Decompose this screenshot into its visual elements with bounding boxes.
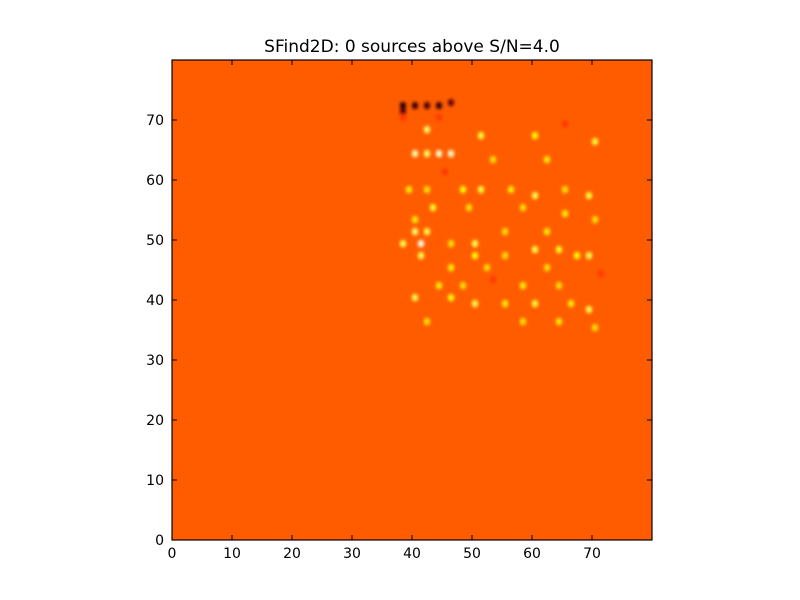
y-tick-label: 50 [146,233,164,249]
chart-title: SFind2D: 0 sources above S/N=4.0 [264,37,560,57]
x-tick-label: 10 [223,546,241,562]
heatmap-spot [436,102,442,110]
y-tick-label: 30 [146,353,164,369]
heatmap-spot [448,99,454,107]
y-axis: 0 10 20 30 40 50 60 70 [146,113,652,549]
heatmap-spot [472,240,478,248]
heatmap-spot [412,294,418,302]
heatmap-spot [532,300,538,308]
y-tick-label: 10 [146,473,164,489]
heatmap-spot [460,282,466,290]
heatmap-spot [412,228,418,236]
heatmap-spot [568,300,574,308]
heatmap-spot [562,120,568,128]
heatmap-spot [544,264,550,272]
heatmap-spot [400,108,406,116]
heatmap-spot [592,216,598,224]
heatmap-spot [490,156,496,164]
x-axis: 0 10 20 30 40 50 60 70 [168,60,601,562]
x-tick-label: 0 [168,546,177,562]
heatmap-spot [466,204,472,212]
heatmap-spot [478,186,484,194]
heatmap-spot [406,186,412,194]
heatmap-spot [418,252,424,260]
heatmap-spot [586,252,592,260]
heatmap-spot [448,150,454,158]
y-tick-label: 70 [146,113,164,129]
y-tick-label: 40 [146,293,164,309]
heatmap-spot [586,306,592,314]
heatmap-spots [400,99,604,332]
x-tick-label: 50 [463,546,481,562]
heatmap-spot [400,114,406,122]
heatmap-spot [424,114,430,122]
heatmap-spot [448,240,454,248]
heatmap-spot [562,210,568,218]
heatmap-spot [592,324,598,332]
y-tick-label: 0 [155,533,164,549]
heatmap-spot [598,270,604,278]
heatmap-spot [502,300,508,308]
heatmap-spot [400,102,406,110]
heatmap-spot [592,138,598,146]
x-tick-label: 70 [583,546,601,562]
heatmap-spot [472,252,478,260]
heatmap-spot [490,276,496,284]
y-tick-label: 60 [146,173,164,189]
heatmap-spot [586,192,592,200]
heatmap-background [172,60,652,540]
heatmap-spot [460,186,466,194]
heatmap-spot [544,228,550,236]
heatmap-spot [412,102,418,110]
heatmap-spot [448,294,454,302]
heatmap-spot [412,216,418,224]
heatmap-spot [532,132,538,140]
y-tick-label: 20 [146,413,164,429]
heatmap-spot [574,252,580,260]
heatmap-spot [508,186,514,194]
heatmap-spot [520,318,526,326]
heatmap-spot [424,150,430,158]
heatmap-spot [448,114,454,122]
heatmap-spot [436,282,442,290]
heatmap-spot [556,246,562,254]
heatmap-spot [424,318,430,326]
heatmap-spot [502,228,508,236]
heatmap-spot [532,246,538,254]
heatmap-spot [532,192,538,200]
heatmap-spot [424,126,430,134]
heatmap-spot [442,168,448,176]
heatmap-spot [424,102,430,110]
heatmap-spot [412,114,418,122]
x-tick-label: 60 [523,546,541,562]
heatmap-spot [418,240,424,248]
heatmap-spot [436,114,442,122]
heatmap-spot [424,186,430,194]
heatmap-spot [436,150,442,158]
heatmap-spot [556,318,562,326]
heatmap-spot [484,264,490,272]
x-tick-label: 40 [403,546,421,562]
heatmap-spot [544,156,550,164]
heatmap-spot [472,300,478,308]
heatmap-spot [448,264,454,272]
heatmap-spot [562,186,568,194]
heatmap-spot [412,150,418,158]
heatmap-spot [556,282,562,290]
heatmap-spot [520,204,526,212]
x-tick-label: 30 [343,546,361,562]
heatmap-spot [400,240,406,248]
heatmap-spot [478,132,484,140]
heatmap-spot [502,252,508,260]
heatmap-spot [520,282,526,290]
heatmap-spot [430,204,436,212]
x-tick-label: 20 [283,546,301,562]
heatmap-spot [424,228,430,236]
